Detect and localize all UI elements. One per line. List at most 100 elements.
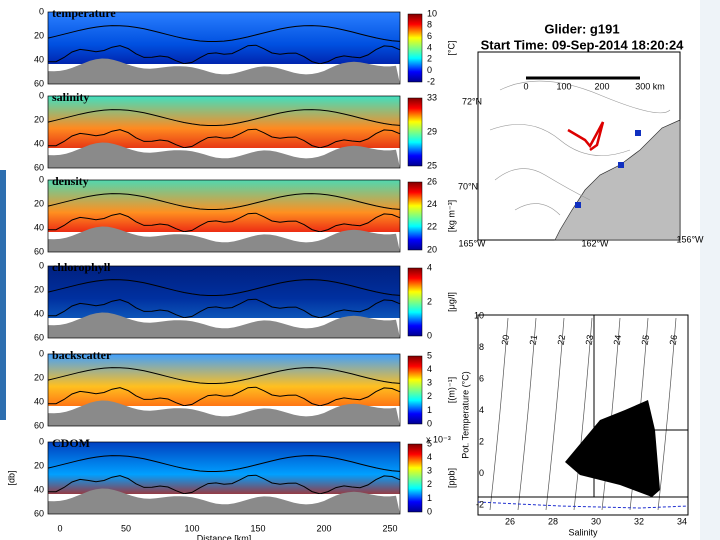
colorbar-tick-label: 8 (427, 20, 432, 30)
isopycnal-label: 24 (612, 334, 624, 346)
panel-frame (47, 11, 401, 85)
colorbar-unit: [ppb] (446, 468, 456, 488)
seafloor (48, 142, 400, 168)
seafloor (48, 226, 400, 252)
colorbar-tick-label: 1 (427, 405, 432, 415)
colorbar (407, 97, 423, 167)
ts-x-label: Salinity (568, 527, 598, 537)
seafloor (48, 400, 400, 426)
panel-title: density (52, 174, 89, 188)
ts-y-tick-label: 0 (479, 468, 484, 478)
distance-tick-label: 100 (184, 523, 199, 533)
panel-frame (47, 179, 401, 253)
isopycnal (47, 455, 401, 472)
depth-tick-label: 20 (34, 114, 44, 124)
colorbar-tick-label: 5 (427, 438, 432, 448)
colorbar (407, 443, 423, 513)
isopycnal (48, 212, 401, 233)
land (554, 119, 681, 241)
isopycnal-label: 21 (528, 334, 540, 346)
colorbar-tick-label: 26 (427, 176, 437, 186)
ts-x-tick-label: 26 (505, 516, 515, 526)
isopycnal-label: 20 (500, 334, 512, 346)
ts-x-tick-label: 30 (591, 516, 601, 526)
colorbar-tick-label: 33 (427, 92, 437, 102)
panel-frame (47, 353, 401, 427)
distance-tick-label: 150 (250, 523, 265, 533)
depth-tick-label: 0 (39, 260, 44, 270)
seafloor (48, 488, 400, 514)
isopycnal (48, 386, 401, 407)
depth-tick-label: 20 (34, 198, 44, 208)
lat-label: 72°N (462, 96, 482, 106)
ts-y-tick-label: -2 (476, 499, 484, 509)
colorbar-tick-label: 20 (427, 244, 437, 254)
colorbar-tick-label: 0 (427, 65, 432, 75)
scale-tick-label: 100 (556, 81, 571, 91)
depth-label: [db] (6, 470, 16, 485)
panel-title: salinity (52, 90, 89, 104)
depth-tick-label: 0 (39, 90, 44, 100)
isopycnal-curve (517, 317, 537, 511)
colorbar-tick-label: 24 (427, 199, 437, 209)
colorbar-tick-label: 0 (427, 506, 432, 516)
colorbar-tick-label: 5 (427, 350, 432, 360)
panel-frame (47, 95, 401, 169)
colorbar-tick-label: 0 (427, 330, 432, 340)
depth-tick-label: 0 (39, 6, 44, 16)
isopycnal (48, 474, 401, 495)
depth-tick-label: 20 (34, 30, 44, 40)
colorbar-unit: [kg m⁻³] (446, 200, 456, 232)
lon-label: 165°W (458, 238, 486, 248)
seafloor (48, 312, 400, 338)
depth-tick-label: 40 (34, 396, 44, 406)
panel-frame (47, 441, 401, 515)
colorbar-tick-label: 29 (427, 126, 437, 136)
isopycnal-label: 23 (584, 334, 596, 346)
colorbar-tick-label: 10 (427, 8, 437, 18)
station (618, 162, 624, 168)
colorbar-unit: [μg/l] (446, 292, 456, 312)
colorbar (407, 181, 423, 251)
ts-scatter (565, 400, 660, 497)
isopycnal (47, 109, 401, 126)
lon-label: 162°W (581, 238, 609, 248)
section-panel: backscatter 0 20 40 60 5 4 3 2 1 0 [(m)⁻¹] (34, 348, 456, 431)
colorbar-tick-label: 2 (427, 296, 432, 306)
section-panel: CDOM 0 20 40 60 5 4 3 2 1 0 [ppb] x 10⁻³ (34, 434, 456, 518)
distance-tick-label: 200 (316, 523, 331, 533)
isopycnal (48, 44, 401, 65)
ts-x-tick-label: 34 (677, 516, 687, 526)
isopycnal-label: 25 (640, 334, 652, 346)
scale-tick-label: 300 km (635, 81, 665, 91)
isopycnal-curve (489, 317, 509, 511)
colorbar-scale: x 10⁻³ (426, 434, 451, 444)
isopycnal (47, 367, 401, 384)
depth-tick-label: 60 (34, 162, 44, 172)
panel-title: chlorophyll (52, 260, 111, 274)
colorbar-tick-label: 4 (427, 364, 432, 374)
depth-tick-label: 60 (34, 78, 44, 88)
isopycnal (47, 279, 401, 296)
scale-tick-label: 0 (523, 81, 528, 91)
ts-y-tick-label: 6 (479, 373, 484, 383)
isopycnal-curve (657, 317, 677, 511)
lon-label: 156°W (676, 234, 704, 244)
colorbar-unit: [°C] (446, 40, 456, 55)
ts-y-tick-label: 10 (474, 310, 484, 320)
depth-tick-label: 60 (34, 508, 44, 518)
colorbar-tick-label: 0 (427, 418, 432, 428)
map-start-time: Start Time: 09-Sep-2014 18:20:24 (481, 37, 685, 52)
depth-tick-label: 40 (34, 54, 44, 64)
isopycnal (48, 128, 401, 149)
colorbar-tick-label: 2 (427, 479, 432, 489)
station (635, 130, 641, 136)
colorbar-tick-label: 1 (427, 493, 432, 503)
colorbar (407, 355, 423, 425)
depth-tick-label: 60 (34, 246, 44, 256)
isopycnal (47, 25, 401, 42)
depth-tick-label: 60 (34, 420, 44, 430)
